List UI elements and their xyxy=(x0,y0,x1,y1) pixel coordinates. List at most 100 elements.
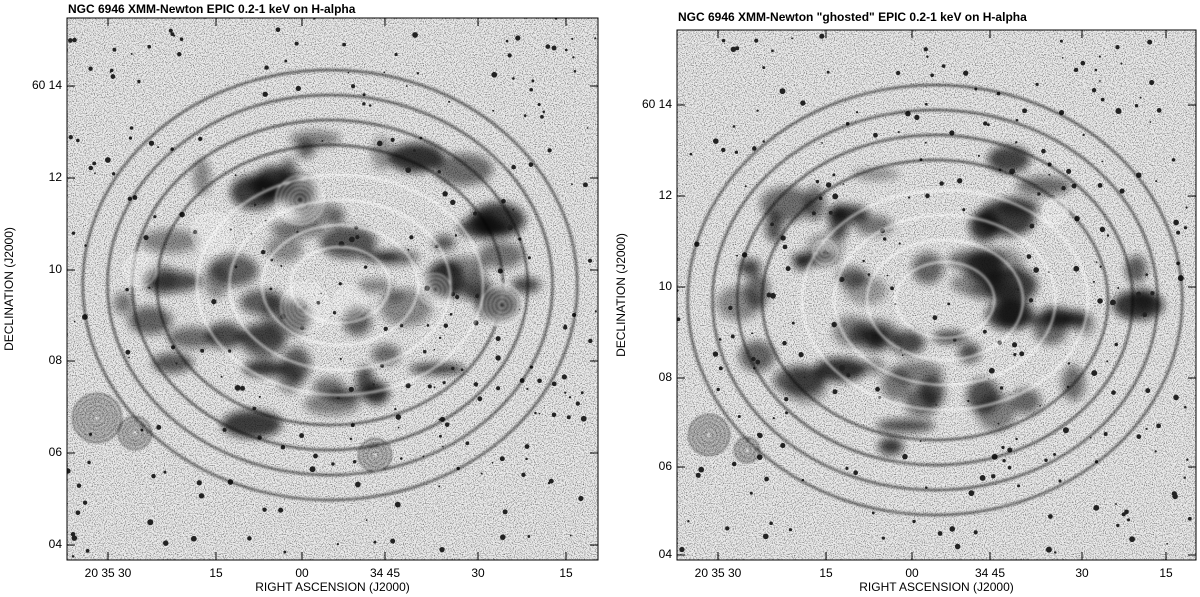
star xyxy=(339,357,342,360)
star xyxy=(1106,360,1109,363)
star xyxy=(460,368,464,372)
star xyxy=(168,28,173,33)
star xyxy=(364,265,368,269)
star xyxy=(1001,445,1005,450)
star xyxy=(157,146,159,149)
star xyxy=(924,141,927,144)
x-tick-label: 00 xyxy=(295,566,309,580)
y-tick-label: 06 xyxy=(659,459,673,473)
contour xyxy=(734,437,760,463)
contour xyxy=(497,300,507,310)
star xyxy=(1073,69,1076,72)
star xyxy=(839,276,845,282)
star xyxy=(728,305,733,311)
star xyxy=(737,414,741,418)
star xyxy=(1089,436,1092,439)
y-tick-label: 60 14 xyxy=(642,97,672,111)
star xyxy=(331,462,335,466)
star xyxy=(755,359,761,365)
contour xyxy=(711,109,1159,491)
star xyxy=(355,481,361,488)
star xyxy=(295,85,301,92)
star xyxy=(1145,427,1148,430)
star xyxy=(439,547,445,553)
star xyxy=(1116,523,1120,528)
contour xyxy=(288,290,322,324)
star xyxy=(82,500,88,505)
y-tick-label: 08 xyxy=(659,370,673,384)
star xyxy=(537,102,541,107)
star xyxy=(825,182,832,188)
star xyxy=(912,519,916,524)
star xyxy=(473,382,479,387)
y-tick-label: 04 xyxy=(659,547,673,561)
star xyxy=(973,530,978,535)
star xyxy=(397,426,400,429)
star xyxy=(234,265,238,269)
star xyxy=(580,391,584,395)
star xyxy=(1099,80,1101,82)
contour xyxy=(126,424,144,442)
star xyxy=(1111,390,1116,395)
star xyxy=(770,292,776,299)
star xyxy=(1139,96,1142,99)
star xyxy=(932,315,938,321)
emission-blob xyxy=(765,211,783,243)
stars xyxy=(677,33,1192,554)
stars xyxy=(67,18,597,558)
star xyxy=(734,150,739,154)
star xyxy=(1045,546,1052,553)
star xyxy=(349,437,353,441)
star xyxy=(455,294,460,300)
star xyxy=(1015,141,1018,144)
contour xyxy=(687,84,1183,516)
star xyxy=(1101,160,1104,163)
star xyxy=(811,211,816,216)
star xyxy=(1091,88,1097,93)
star xyxy=(1066,168,1072,174)
star xyxy=(779,88,786,95)
star xyxy=(531,79,535,83)
contour xyxy=(692,418,726,452)
star xyxy=(772,416,775,420)
star xyxy=(338,241,345,248)
contour xyxy=(688,414,730,456)
star xyxy=(736,254,739,257)
star xyxy=(769,521,773,526)
emission-blob xyxy=(976,269,1007,281)
star xyxy=(890,286,894,291)
star xyxy=(227,349,232,353)
contour xyxy=(287,187,313,213)
star xyxy=(1037,192,1041,196)
contour xyxy=(191,212,233,254)
star xyxy=(1097,182,1103,188)
star xyxy=(800,100,806,106)
x-tick-label: 00 xyxy=(905,566,919,580)
star xyxy=(588,338,593,344)
star xyxy=(499,456,505,462)
star xyxy=(380,363,384,368)
x-tick-label: 20 35 30 xyxy=(85,566,132,580)
star xyxy=(399,457,403,460)
contour xyxy=(341,293,359,311)
star xyxy=(679,546,685,553)
star xyxy=(1176,230,1181,235)
star xyxy=(377,140,383,147)
star xyxy=(518,308,521,311)
star xyxy=(495,336,501,342)
star xyxy=(588,258,593,263)
star xyxy=(450,199,456,206)
star xyxy=(1066,385,1070,389)
star xyxy=(260,250,266,255)
star xyxy=(416,72,420,75)
star xyxy=(551,45,557,51)
emission-blob xyxy=(380,288,432,326)
star xyxy=(582,182,588,188)
star xyxy=(515,35,521,41)
star xyxy=(695,472,701,478)
star xyxy=(179,37,184,41)
star xyxy=(982,329,987,334)
contour xyxy=(300,302,310,312)
star xyxy=(94,172,96,175)
star xyxy=(718,366,723,371)
